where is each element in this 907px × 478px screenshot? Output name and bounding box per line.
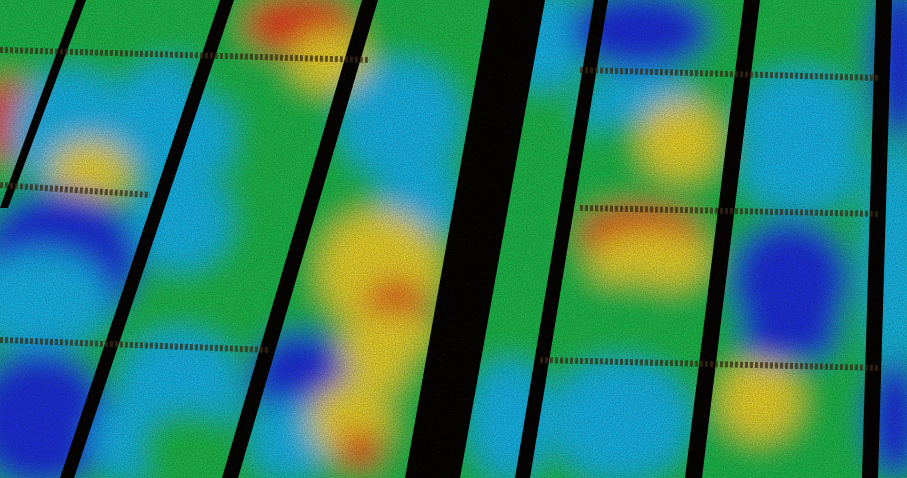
speckle-layer [0,0,907,478]
false-color-field-image [0,0,907,478]
plot-borders [0,0,907,478]
field-heatmap [0,0,907,478]
